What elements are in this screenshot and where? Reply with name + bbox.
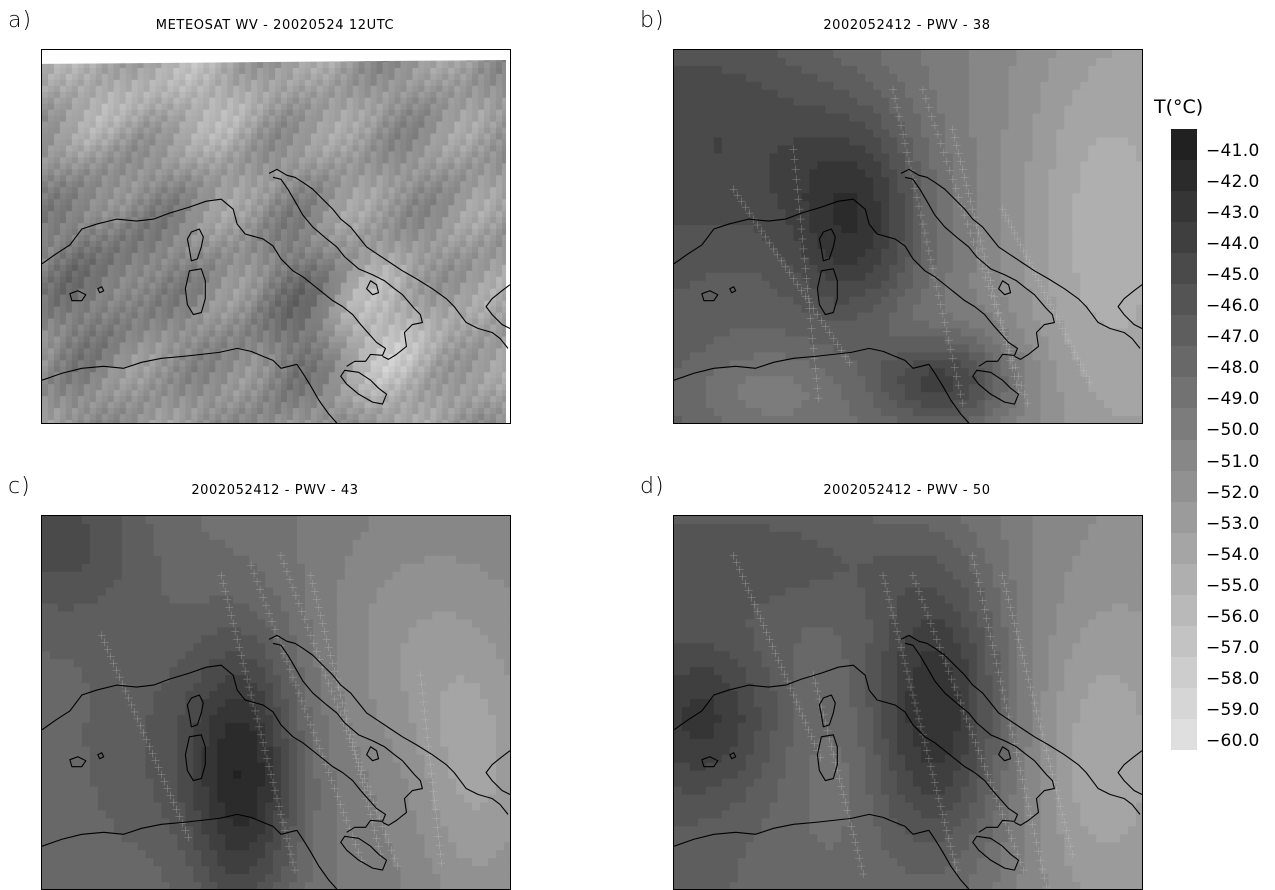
legend-swatch — [1171, 657, 1197, 689]
legend-label: −60.0 — [1206, 731, 1260, 751]
legend-swatch — [1171, 533, 1197, 565]
panel-c-letter: c) — [8, 474, 31, 499]
legend-swatch — [1171, 377, 1197, 409]
legend-colorbar — [1171, 129, 1197, 750]
legend-label: −50.0 — [1206, 420, 1260, 440]
legend-label: −48.0 — [1206, 358, 1260, 378]
legend-title: T(°C) — [1154, 96, 1203, 118]
pwv-38-temperature-field — [674, 50, 1142, 423]
legend-label: −45.0 — [1206, 265, 1260, 285]
legend-label: −46.0 — [1206, 296, 1260, 316]
legend-swatch — [1171, 129, 1197, 161]
panel-a-map — [41, 49, 511, 424]
legend-swatch — [1171, 564, 1197, 596]
legend-swatch — [1171, 626, 1197, 658]
legend-label: −49.0 — [1206, 389, 1260, 409]
legend-label: −51.0 — [1206, 452, 1260, 472]
legend-swatch — [1171, 688, 1197, 720]
legend-swatch — [1171, 471, 1197, 503]
panel-d-title: 2002052412 - PWV - 50 — [672, 483, 1142, 498]
legend-swatch — [1171, 440, 1197, 472]
legend-swatch — [1171, 346, 1197, 378]
legend-swatch — [1171, 315, 1197, 347]
panel-d-letter: d) — [640, 474, 665, 499]
panel-b-letter: b) — [640, 8, 665, 33]
legend-label: −44.0 — [1206, 234, 1260, 254]
satellite-water-vapour-image — [42, 50, 510, 423]
legend-swatch — [1171, 222, 1197, 254]
panel-a-title: METEOSAT WV - 20020524 12UTC — [40, 18, 510, 33]
panel-c-map — [41, 515, 511, 890]
legend-swatch — [1171, 408, 1197, 440]
legend-label: −42.0 — [1206, 172, 1260, 192]
panel-c-title: 2002052412 - PWV - 43 — [40, 483, 510, 498]
legend-label: −58.0 — [1206, 669, 1260, 689]
panel-a-letter: a) — [8, 8, 32, 33]
legend-label: −53.0 — [1206, 514, 1260, 534]
legend-swatch — [1171, 284, 1197, 316]
panel-b-map — [673, 49, 1143, 424]
legend-label: −41.0 — [1206, 141, 1260, 161]
legend-swatch — [1171, 502, 1197, 534]
panel-b-title: 2002052412 - PWV - 38 — [672, 18, 1142, 33]
legend-label: −57.0 — [1206, 638, 1260, 658]
legend-swatch — [1171, 191, 1197, 223]
legend-label: −47.0 — [1206, 327, 1260, 347]
legend-label: −55.0 — [1206, 576, 1260, 596]
legend-swatch — [1171, 160, 1197, 192]
pwv-43-temperature-field — [42, 516, 510, 889]
legend-label: −56.0 — [1206, 607, 1260, 627]
legend-label: −52.0 — [1206, 483, 1260, 503]
panel-d-map — [673, 515, 1143, 890]
legend-swatch — [1171, 719, 1197, 751]
pwv-50-temperature-field — [674, 516, 1142, 889]
legend-swatch — [1171, 253, 1197, 285]
legend-label: −54.0 — [1206, 545, 1260, 565]
legend-swatch — [1171, 595, 1197, 627]
legend-label: −59.0 — [1206, 700, 1260, 720]
legend-label: −43.0 — [1206, 203, 1260, 223]
